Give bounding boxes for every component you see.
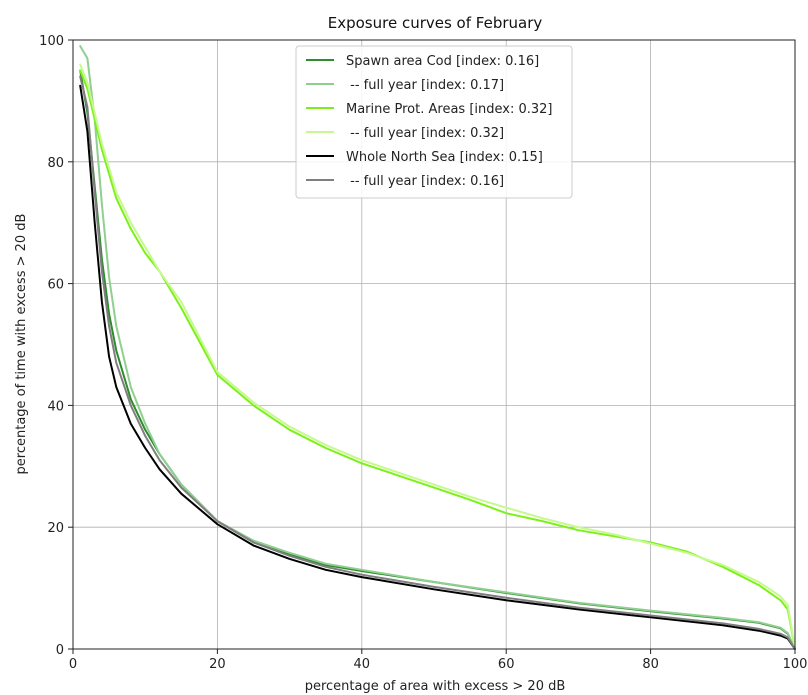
x-tick-label: 40 <box>354 657 371 672</box>
legend-label-1: -- full year [index: 0.17] <box>346 78 504 93</box>
legend-label-2: Marine Prot. Areas [index: 0.32] <box>346 102 552 117</box>
legend-label-0: Spawn area Cod [index: 0.16] <box>346 54 539 69</box>
legend-label-5: -- full year [index: 0.16] <box>346 174 504 189</box>
y-tick-label: 40 <box>47 399 64 414</box>
series-line-1 <box>79 45 796 650</box>
series-line-3 <box>79 63 796 650</box>
y-tick-label: 100 <box>39 34 64 49</box>
legend-label-3: -- full year [index: 0.32] <box>346 126 504 141</box>
legend: Spawn area Cod [index: 0.16] -- full yea… <box>295 45 573 199</box>
y-axis-ticks: 0 20 40 60 80 100 <box>39 34 73 658</box>
x-tick-label: 20 <box>209 657 226 672</box>
legend-box <box>295 45 573 199</box>
x-axis-label: percentage of area with excess > 20 dB <box>305 679 566 694</box>
x-tick-label: 0 <box>69 657 77 672</box>
y-tick-label: 80 <box>47 156 64 171</box>
y-axis-label: percentage of time with excess > 20 dB <box>14 214 29 475</box>
plot-frame <box>72 39 796 650</box>
x-axis-ticks: 0 20 40 60 80 100 <box>69 649 808 672</box>
x-tick-label: 100 <box>783 657 808 672</box>
series-line-4 <box>79 84 796 650</box>
y-tick-label: 20 <box>47 521 64 536</box>
series-lines <box>79 45 796 650</box>
legend-label-4: Whole North Sea [index: 0.15] <box>346 150 543 165</box>
y-tick-label: 60 <box>47 278 64 293</box>
y-tick-label: 0 <box>56 643 64 658</box>
x-tick-label: 60 <box>498 657 515 672</box>
chart-title: Exposure curves of February <box>328 14 543 32</box>
series-line-5 <box>79 75 796 650</box>
x-tick-label: 80 <box>642 657 659 672</box>
